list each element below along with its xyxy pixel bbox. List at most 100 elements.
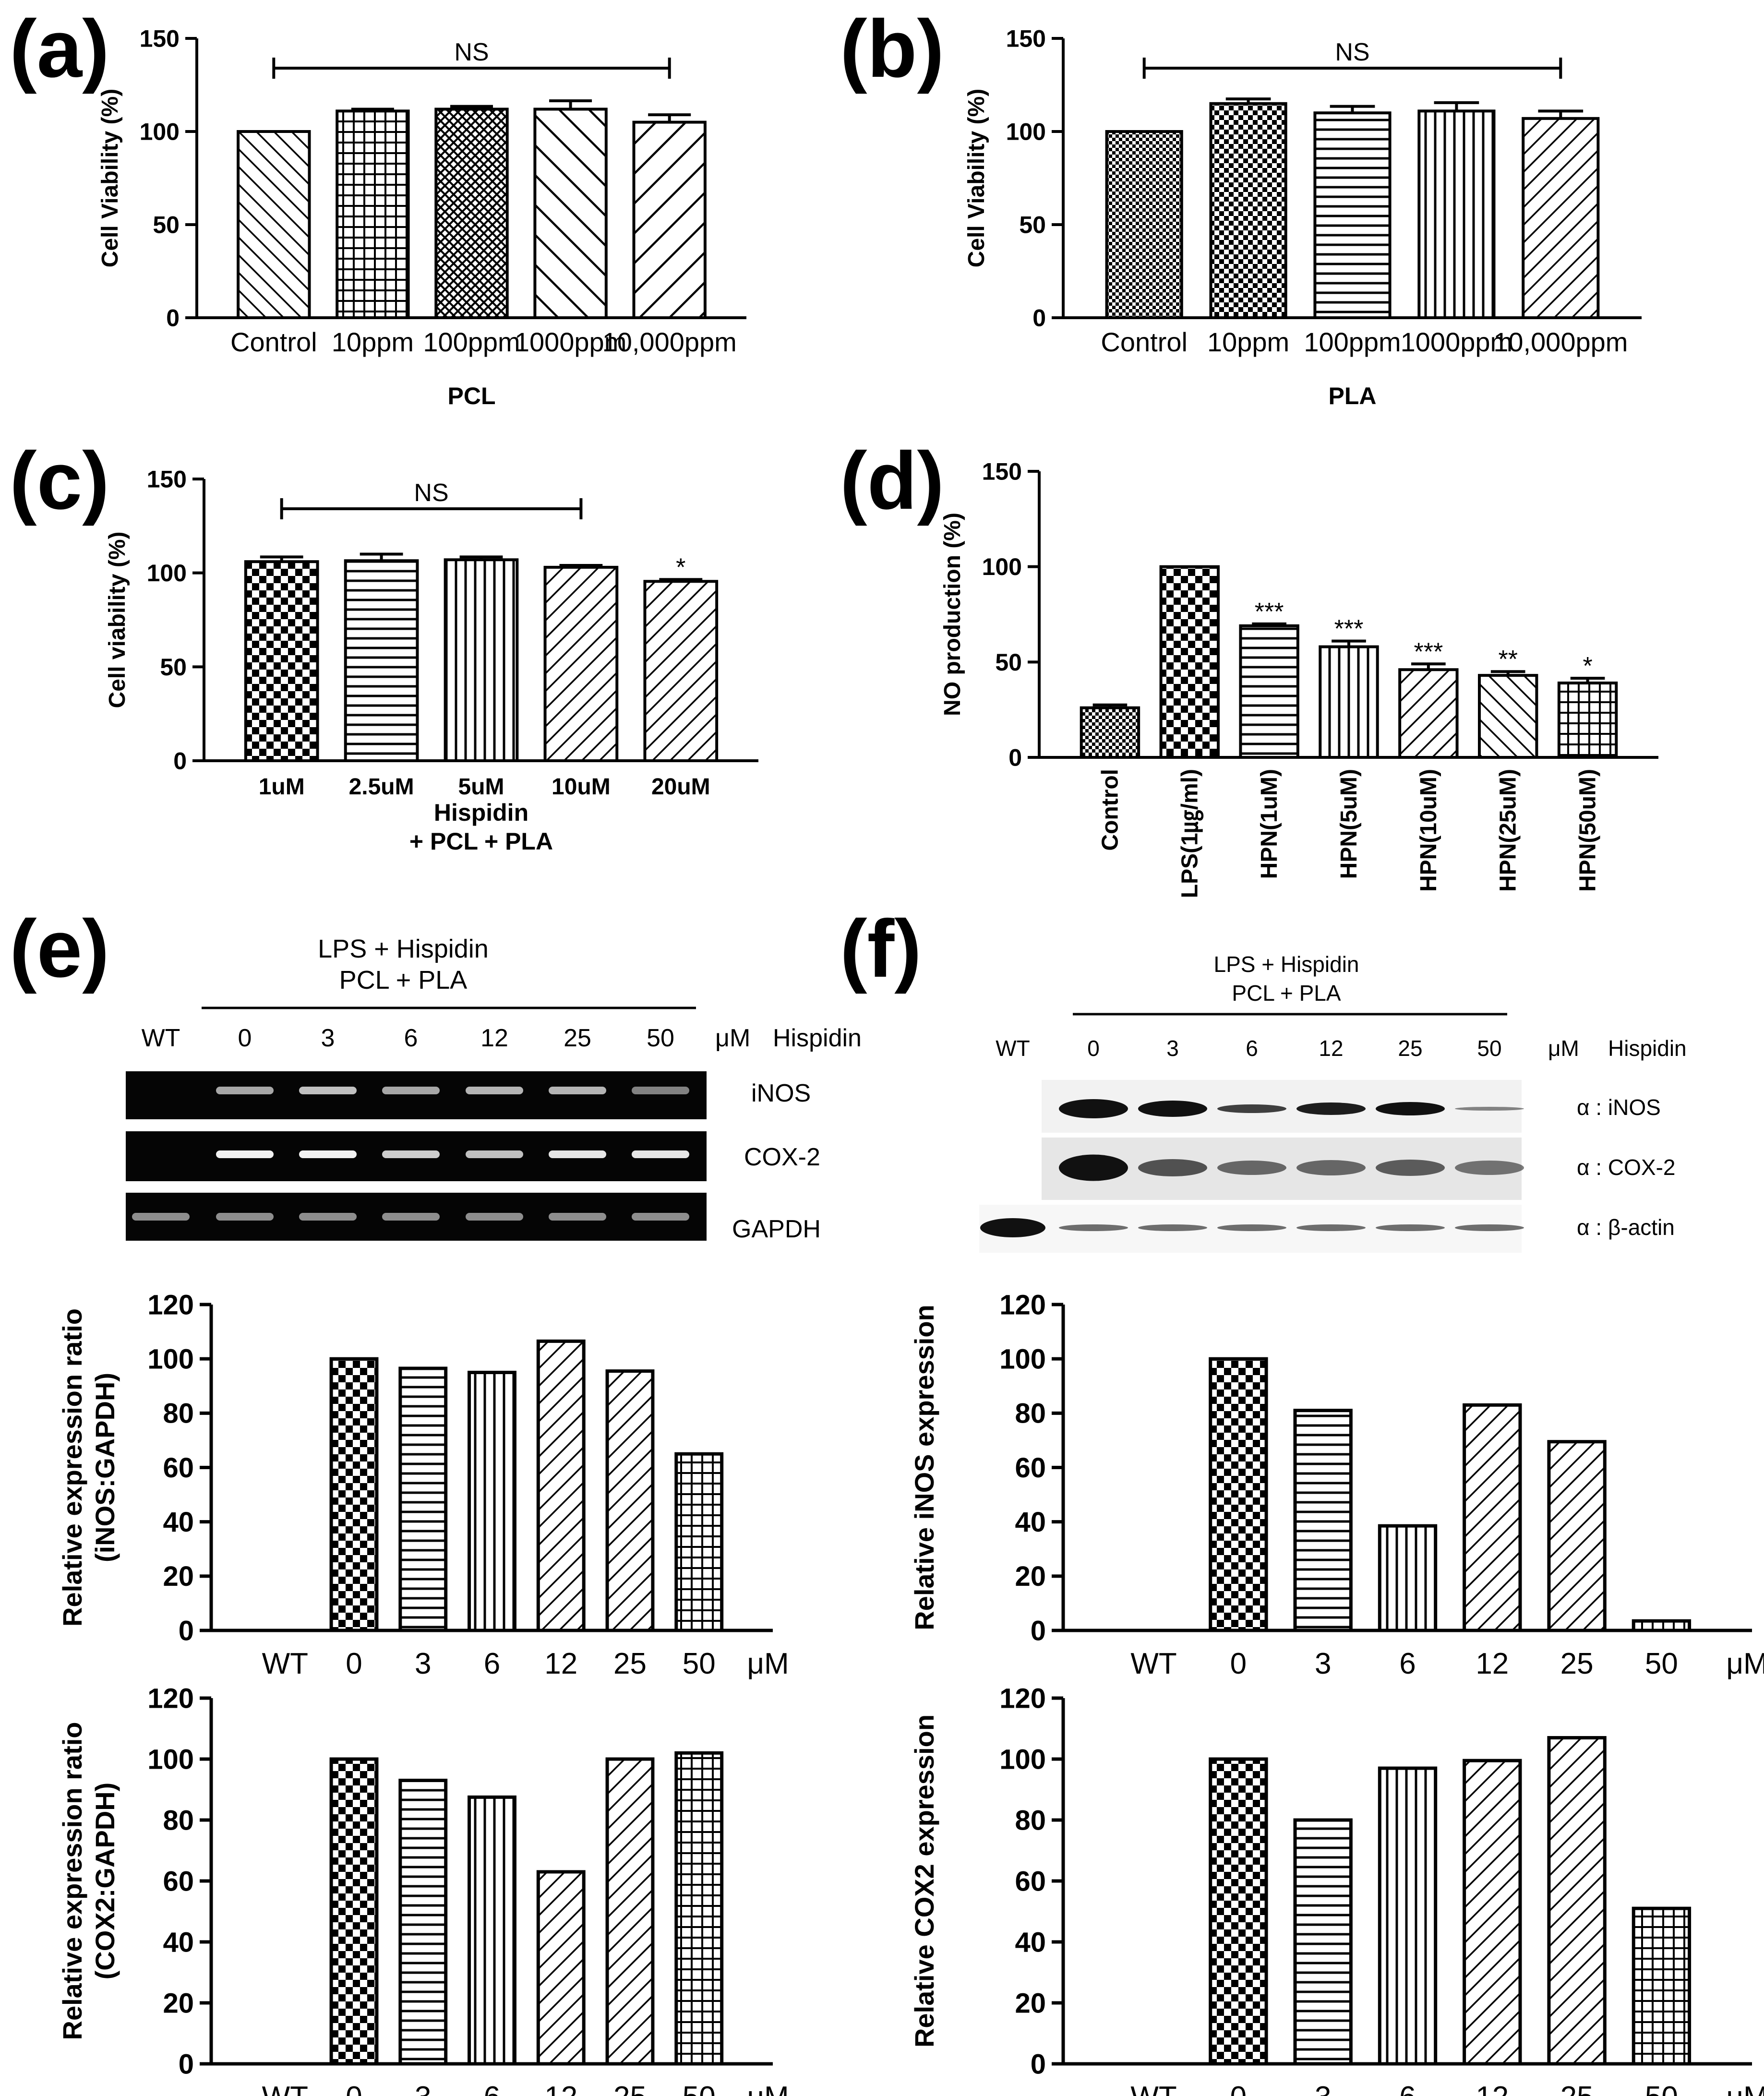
panel-letter-a: (a): [10, 3, 109, 95]
bar-b-3: [1417, 109, 1496, 319]
bar-e1-2: [398, 1366, 448, 1632]
x-tick-label-c-0: 1uM: [259, 774, 305, 800]
blot-e-lane-3: 6: [404, 1024, 418, 1052]
bar-f1-3: [1378, 1524, 1438, 1632]
bar-f1-4: [1463, 1403, 1522, 1632]
y-tick-label-f1-4: 80: [1015, 1398, 1046, 1429]
chart-f2: 0 20 40 60 80 100 120 WT 0 3 6 12 25 50 μM Relative COX…: [909, 1683, 1764, 2096]
x-tick-label-f2-2: 3: [1315, 2081, 1331, 2096]
ns-label-a: NS: [454, 38, 489, 66]
x-tick-label-e2-1: 0: [346, 2081, 362, 2096]
blot-f-lane-5: 25: [1398, 1036, 1422, 1061]
y-tick-label-a-2: 100: [140, 119, 180, 145]
x-tick-label-f1-0: WT: [1130, 1647, 1176, 1680]
x-tick-label-b-0: Control: [1101, 327, 1188, 357]
y-tick-label-e1-1: 20: [163, 1561, 194, 1592]
y-axis-label2-e2: (COX2:GAPDH): [90, 1783, 120, 1980]
y-tick-label-d-2: 100: [982, 553, 1022, 580]
bar-d-2: [1239, 624, 1299, 759]
wb-band-row0-lane6: [1455, 1107, 1524, 1111]
x-tick-label-f2-4: 12: [1476, 2081, 1509, 2096]
x-tick-label-a-4: 10,000ppm: [602, 327, 737, 357]
wb-band-row2-lane4: [1296, 1224, 1366, 1231]
blot-f-treatment-line1: LPS + Hispidin: [1214, 952, 1359, 977]
y-tick-label-f2-2: 40: [1015, 1927, 1046, 1958]
y-axis-label-f1: Relative iNOS expression: [909, 1305, 939, 1630]
x-tick-label-d-2: HPN(1uM): [1257, 769, 1282, 879]
y-tick-label-f1-0: 0: [1031, 1615, 1046, 1646]
blot-e-lane-5: 25: [564, 1024, 591, 1052]
x-tick-label-b-2: 100ppm: [1304, 327, 1401, 357]
y-axis-label-a: Cell Viability (%): [97, 89, 123, 268]
bar-e1-3: [468, 1370, 516, 1632]
y-axis-label-b: Cell Viability (%): [964, 89, 989, 268]
wb-band-row0-lane3: [1217, 1104, 1286, 1113]
bar-d-3: [1319, 645, 1379, 759]
y-tick-label-e2-1: 20: [163, 1988, 194, 2019]
y-tick-label-e2-0: 0: [179, 2048, 194, 2080]
bar-a-0: [237, 130, 311, 319]
y-tick-label-b-2: 100: [1006, 119, 1046, 145]
x-axis-label-b: PLA: [1329, 383, 1377, 409]
bar-d-0: [1080, 706, 1140, 759]
blot-e-band-label-2: GAPDH: [732, 1215, 821, 1243]
x-axis-label2-c: + PCL + PLA: [409, 828, 553, 855]
wb-band-row2-lane0: [980, 1218, 1045, 1237]
x-tick-label-e1-1: 0: [346, 1647, 362, 1680]
y-tick-label-a-0: 0: [166, 305, 180, 332]
chart-e1: 0 20 40 60 80 100 120 WT 0 3 6 12 25 50 μM Relative exp…: [57, 1289, 789, 1680]
bar-e1-5: [605, 1369, 655, 1632]
blot-e-unit: μM: [715, 1024, 750, 1052]
gel-band-row1-lane4: [466, 1150, 523, 1158]
x-tick-label-a-0: Control: [230, 327, 317, 357]
x-tick-label-c-3: 10uM: [552, 774, 611, 800]
significance-d-3: ***: [1334, 615, 1364, 643]
y-tick-label-f2-1: 20: [1015, 1988, 1046, 2019]
blot-f-lane-4: 12: [1319, 1036, 1343, 1061]
gel-band-row0-lane4: [466, 1087, 523, 1094]
significance-d-4: ***: [1414, 638, 1443, 666]
y-tick-label-f1-1: 20: [1015, 1561, 1046, 1592]
y-tick-label-f2-6: 120: [999, 1683, 1046, 1714]
blot-e-lane-6: 50: [647, 1024, 674, 1052]
bar-b-0: [1105, 130, 1183, 319]
blot-e-lane-1: 0: [238, 1024, 252, 1052]
bar-a-2: [434, 108, 509, 319]
gel-band-row1-lane3: [382, 1150, 440, 1158]
x-tick-label-e1-2: 3: [415, 1647, 431, 1680]
x-tick-label-f2-0: WT: [1130, 2081, 1176, 2096]
blot-f-lane-6: 50: [1477, 1036, 1501, 1061]
y-tick-label-f2-0: 0: [1031, 2048, 1046, 2080]
bar-f2-6: [1632, 1906, 1692, 2066]
y-axis-label-d: NO production (%): [940, 513, 965, 716]
western-blot-bands: [980, 1099, 1524, 1237]
x-tick-label-e1-4: 12: [544, 1647, 577, 1680]
chart-c: 0 50 100 150 * 1uM 2.5uM 5uM 10uM 20uM Cell viabil…: [105, 466, 758, 855]
bar-a-3: [533, 108, 608, 319]
y-tick-label-e2-5: 100: [147, 1744, 194, 1775]
x-tick-label-f1-5: 25: [1560, 1647, 1594, 1680]
x-axis-label-a: PCL: [448, 383, 496, 409]
x-tick-label-f2-3: 6: [1399, 2081, 1416, 2096]
bar-f1-6: [1632, 1619, 1692, 1632]
bar-d-6: [1557, 682, 1618, 759]
x-tick-label-b-3: 1000ppm: [1401, 327, 1513, 357]
bar-c-0: [244, 560, 319, 762]
bar-e2-4: [536, 1870, 586, 2066]
y-tick-label-d-3: 150: [982, 458, 1022, 485]
bar-f2-3: [1378, 1766, 1438, 2066]
x-tick-label-e2-3: 6: [484, 2081, 500, 2096]
bar-e2-5: [605, 1757, 655, 2066]
wb-band-row2-lane6: [1455, 1224, 1524, 1231]
blot-e-treatment-line1: LPS + Hispidin: [318, 934, 489, 963]
y-tick-label-c-3: 150: [147, 466, 187, 493]
significance-d-2: ***: [1255, 598, 1284, 626]
y-tick-label-f1-5: 100: [999, 1343, 1046, 1375]
y-tick-label-e2-2: 40: [163, 1927, 194, 1958]
bar-e1-6: [674, 1452, 724, 1632]
x-tick-label-d-1: LPS(1㎍/ml): [1177, 769, 1203, 898]
bar-c-2: [444, 558, 519, 762]
blot-e-treatment-line2: PCL + PLA: [339, 966, 468, 994]
wb-band-row0-lane4: [1296, 1102, 1366, 1115]
